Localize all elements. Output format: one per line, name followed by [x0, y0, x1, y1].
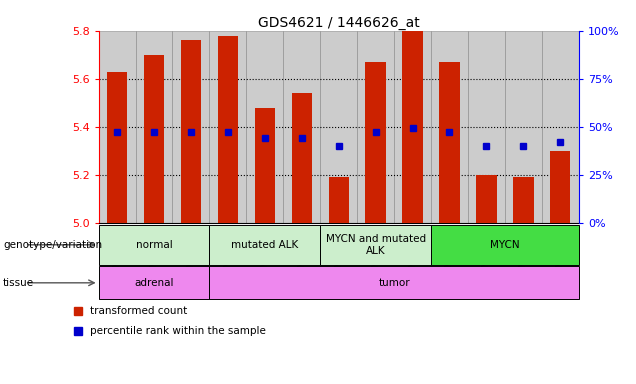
Text: MYCN and mutated
ALK: MYCN and mutated ALK [326, 234, 425, 256]
FancyBboxPatch shape [468, 31, 505, 223]
Bar [366, 62, 386, 223]
Title: GDS4621 / 1446626_at: GDS4621 / 1446626_at [258, 16, 420, 30]
FancyBboxPatch shape [542, 31, 579, 223]
Bar [99, 266, 209, 299]
FancyBboxPatch shape [209, 31, 246, 223]
Bar [431, 225, 579, 265]
Text: percentile rank within the sample: percentile rank within the sample [90, 326, 266, 336]
Text: transformed count: transformed count [90, 306, 187, 316]
Bar [439, 62, 460, 223]
Bar [513, 177, 534, 223]
Text: adrenal: adrenal [134, 278, 174, 288]
Text: tumor: tumor [378, 278, 410, 288]
Bar [181, 40, 201, 223]
FancyBboxPatch shape [246, 31, 283, 223]
Bar [209, 266, 579, 299]
Text: genotype/variation: genotype/variation [3, 240, 102, 250]
FancyBboxPatch shape [135, 31, 172, 223]
Bar [329, 177, 349, 223]
FancyBboxPatch shape [431, 31, 468, 223]
Bar [291, 93, 312, 223]
Bar [254, 108, 275, 223]
FancyBboxPatch shape [283, 31, 320, 223]
Bar [476, 175, 497, 223]
FancyBboxPatch shape [172, 31, 209, 223]
Text: mutated ALK: mutated ALK [231, 240, 298, 250]
Bar [99, 225, 209, 265]
FancyBboxPatch shape [320, 31, 357, 223]
Bar [209, 225, 320, 265]
Bar [218, 36, 238, 223]
Text: MYCN: MYCN [490, 240, 520, 250]
FancyBboxPatch shape [394, 31, 431, 223]
Bar [403, 31, 423, 223]
FancyBboxPatch shape [505, 31, 542, 223]
Bar [320, 225, 431, 265]
FancyBboxPatch shape [99, 31, 135, 223]
Bar [550, 151, 570, 223]
FancyBboxPatch shape [357, 31, 394, 223]
Bar [107, 71, 127, 223]
Text: normal: normal [135, 240, 172, 250]
Text: tissue: tissue [3, 278, 34, 288]
Bar [144, 55, 164, 223]
